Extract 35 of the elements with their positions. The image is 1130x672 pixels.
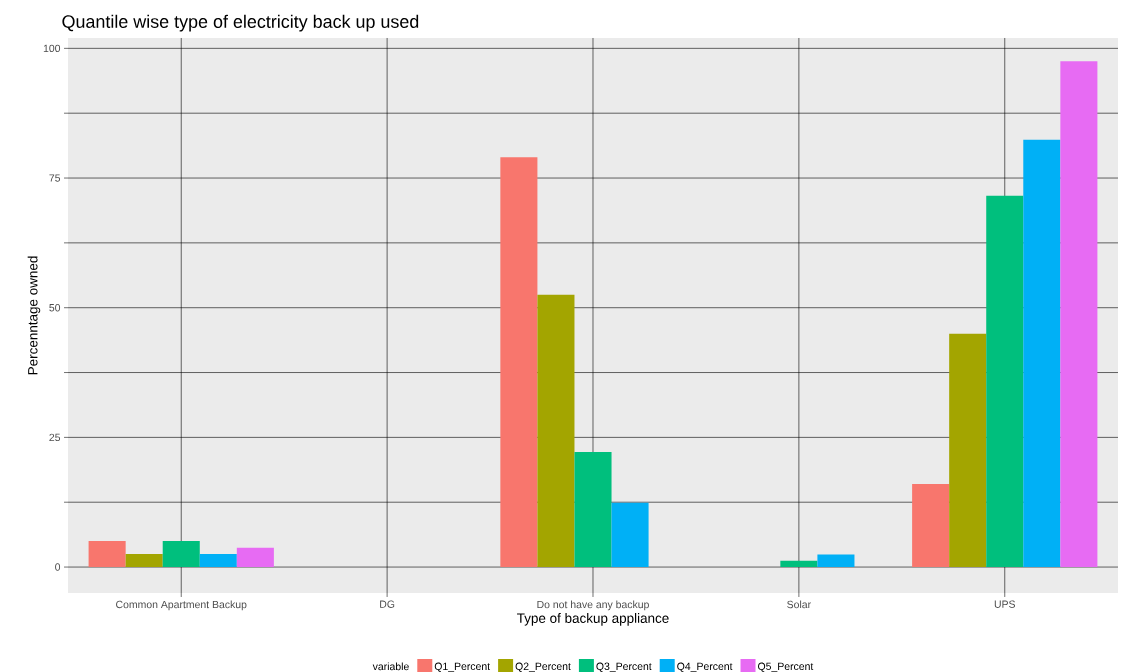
bar	[986, 195, 1024, 568]
bar	[162, 541, 200, 568]
x-tick-label: DG	[380, 600, 395, 608]
x-tick-label: Solar	[787, 600, 811, 609]
bar	[611, 502, 649, 568]
bar	[125, 554, 163, 568]
bar	[817, 554, 855, 568]
legend-label: Q2_Percent	[515, 662, 571, 672]
bar	[537, 294, 575, 568]
bar	[199, 554, 237, 568]
x-tick-label: UPS	[994, 600, 1016, 608]
x-tick-label: Common Apartment Backup	[116, 600, 247, 611]
bar	[780, 560, 818, 568]
bar	[574, 451, 612, 568]
bar	[236, 547, 274, 568]
y-tick-label: 100	[43, 44, 61, 53]
x-axis-title: Type of backup appliance	[517, 613, 669, 626]
bar	[500, 157, 538, 568]
bar	[1060, 61, 1098, 568]
y-tick-label: 50	[49, 304, 61, 312]
legend-label: Q3_Percent	[596, 662, 652, 672]
legend-label: Q5_Percent	[758, 662, 814, 672]
y-tick-label: 0	[55, 563, 61, 571]
y-axis-title: Percenntage owned	[27, 256, 41, 375]
bar	[912, 484, 950, 568]
bar	[88, 541, 126, 568]
chart-title: Quantile wise type of electricity back up used	[62, 14, 419, 32]
bar	[949, 333, 987, 568]
legend-title: variable	[372, 662, 409, 671]
legend-label: Q4_Percent	[677, 662, 733, 672]
y-tick-label: 25	[49, 433, 61, 442]
legend-label: Q1_Percent	[434, 662, 491, 672]
y-tick-label: 75	[49, 174, 61, 182]
x-tick-label: Do not have any backup	[537, 600, 649, 611]
bar	[1023, 139, 1061, 568]
